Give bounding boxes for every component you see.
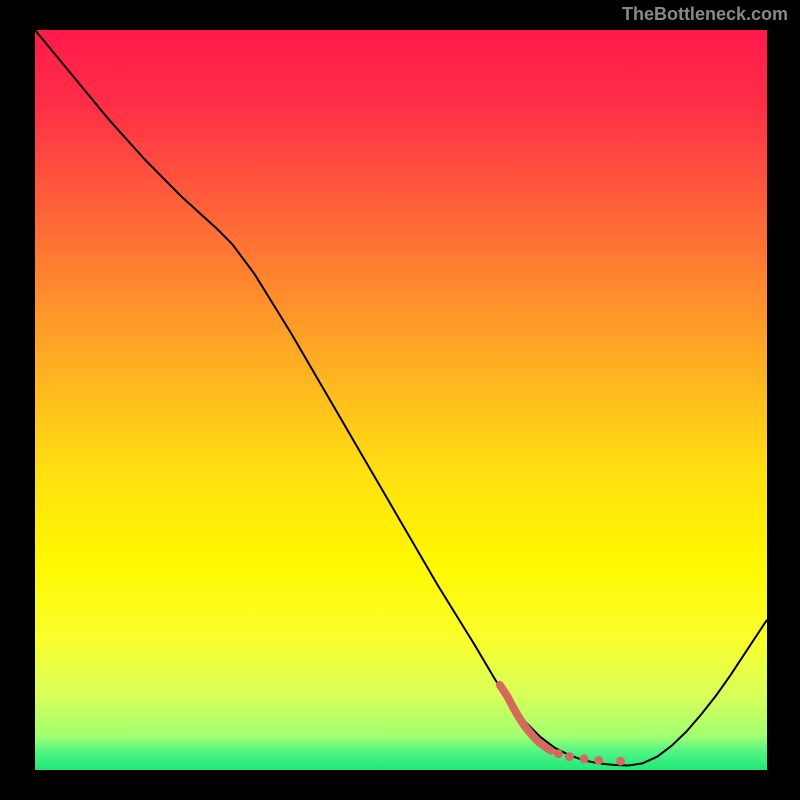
attribution-text: TheBottleneck.com — [622, 4, 788, 25]
bottleneck-chart — [35, 30, 767, 770]
chart-plot-area — [35, 30, 767, 770]
